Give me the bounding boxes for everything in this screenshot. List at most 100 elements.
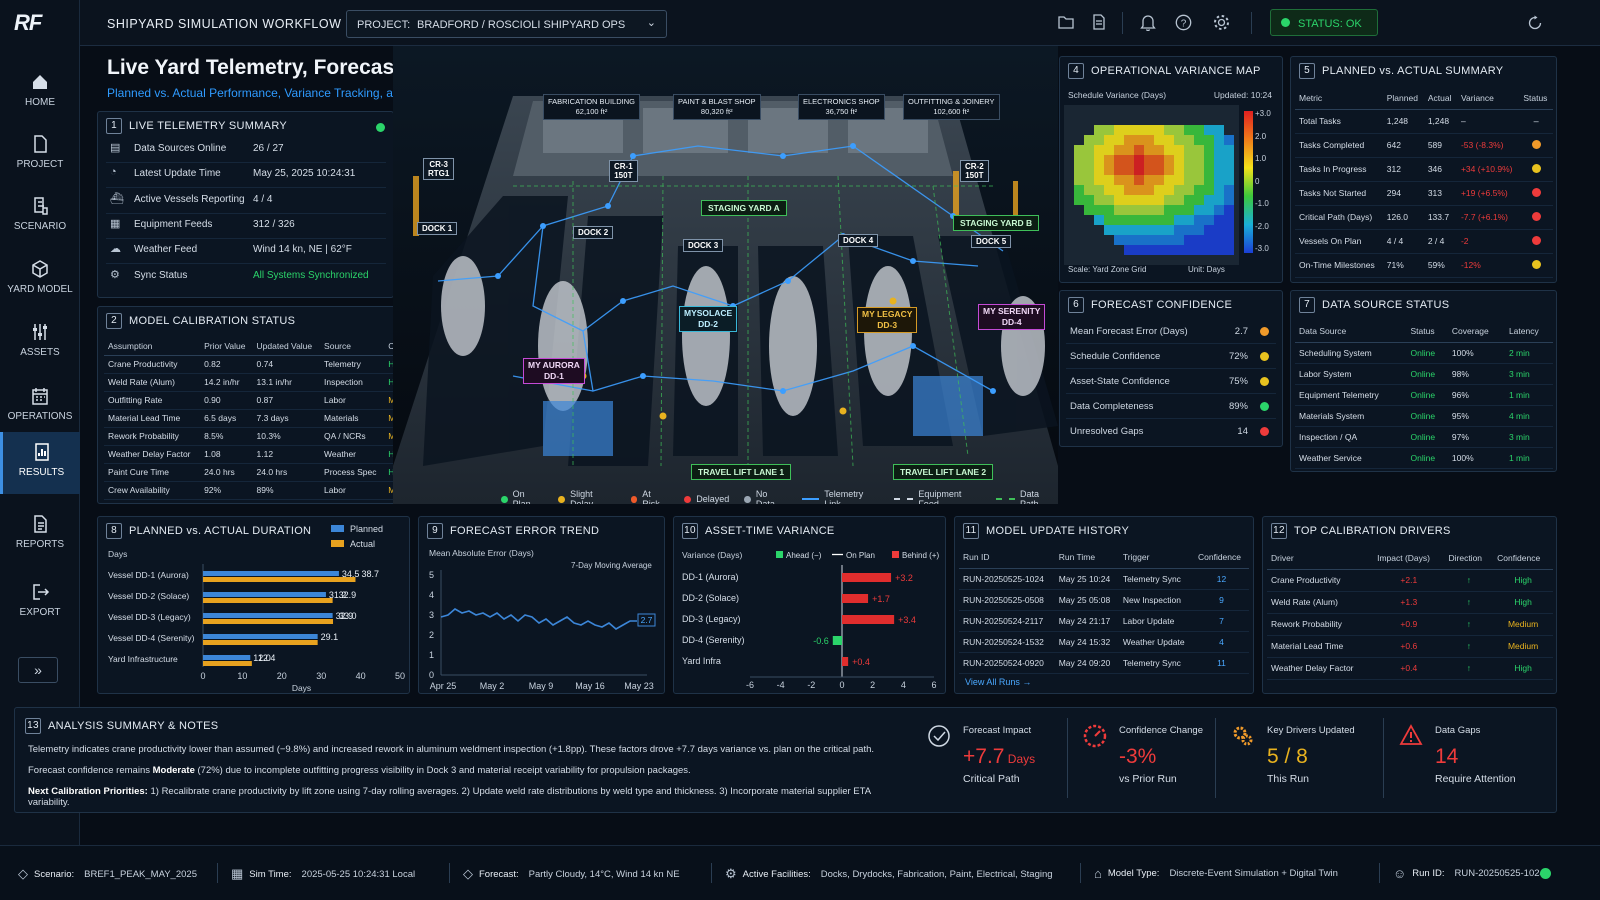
gear-icon[interactable] (1213, 14, 1230, 31)
category-label: Vessel DD-1 (Aurora) (108, 570, 189, 580)
bell-icon[interactable] (1140, 14, 1156, 31)
panel-title: ASSET-TIME VARIANCE (705, 525, 835, 537)
vessel-label[interactable]: MY LEGACY DD-3 (857, 307, 918, 333)
nav-yard-model[interactable]: YARD MODEL (0, 249, 80, 311)
kpi-value: 5 / 8 (1267, 745, 1308, 768)
data-label: +0.4 (852, 657, 870, 667)
dock-label[interactable]: DOCK 5 (971, 235, 1012, 248)
footer-value: RUN-20250525-1024 (1454, 868, 1545, 879)
refresh-icon[interactable] (1527, 15, 1543, 31)
table-cell: Total Tasks (1295, 109, 1383, 134)
telemetry-value: 4 / 4 (253, 193, 273, 205)
nav-scenario[interactable]: SCENARIO (0, 186, 80, 248)
table-cell: 133.7 (1423, 205, 1457, 230)
nav-assets[interactable]: ASSETS (0, 312, 80, 374)
kpi-value-wrap: 14 (1435, 745, 1458, 769)
sliders-icon (33, 324, 47, 340)
error-trend-chart: Mean Absolute Error (Days) 7-Day Moving A… (429, 548, 656, 691)
x-tick-label: 20 (277, 671, 287, 681)
x-tick-label: 4 (901, 680, 906, 690)
footer-item: ⚙ Active Facilities: Docks, Drydocks, Fabr… (725, 866, 1053, 882)
nav-home[interactable]: HOME (0, 62, 80, 124)
data-label: +3.4 (898, 615, 916, 625)
expand-sidebar-button[interactable]: » (18, 657, 58, 683)
forecast-status-dot (1260, 352, 1269, 361)
status-ok-dot (1281, 18, 1290, 27)
table-cell: 12 (1193, 568, 1249, 590)
table-cell: Crane Productivity (104, 355, 201, 374)
bar-actual (203, 598, 333, 603)
dock-label[interactable]: DOCK 3 (683, 239, 724, 252)
table-cell: 14.2 in/hr (200, 373, 253, 392)
kpi-unit: Days (1004, 752, 1036, 766)
dock-label[interactable]: DOCK 2 (573, 226, 614, 239)
panel-title: FORECAST CONFIDENCE (1091, 299, 1233, 311)
last-value-box (637, 613, 656, 627)
telemetry-row-icon: ▦ (110, 217, 121, 230)
status-badge: STATUS: OK (1270, 9, 1378, 36)
report-icon (34, 515, 47, 533)
nav-reports[interactable]: REPORTS (0, 504, 80, 566)
nav-operations[interactable]: OPERATIONS (0, 376, 80, 438)
yard-zone-label[interactable]: STAGING YARD B (953, 215, 1040, 231)
project-label: PROJECT: (357, 19, 411, 31)
table-cell: Weather Delay Factor (104, 445, 201, 464)
table-cell: Tasks In Progress (1295, 157, 1383, 182)
legend-swatch (501, 495, 508, 503)
nav-project[interactable]: PROJECT (0, 124, 80, 186)
panel-number: 2 (106, 313, 122, 329)
folder-icon[interactable] (1058, 15, 1074, 29)
status-cell (1519, 181, 1553, 206)
crane-label: CR-3 RTG1 (423, 158, 455, 180)
yard-zone-label[interactable]: TRAVEL LIFT LANE 1 (691, 464, 792, 480)
table-cell: 313 (1423, 181, 1457, 206)
x-tick-label: 50 (395, 671, 405, 681)
x-tick-label: 30 (316, 671, 326, 681)
table-cell: 0.87 (252, 391, 321, 410)
table-cell: -53 (-8.3%) (1456, 133, 1520, 158)
legend-item: Slight Delay (558, 489, 615, 504)
document-icon[interactable] (1092, 14, 1106, 30)
table-cell: May 24 21:17 (1054, 610, 1119, 632)
scale-tick: -1.0 (1255, 199, 1269, 208)
live-telemetry-panel: 1 LIVE TELEMETRY SUMMARY ▤ Data Sources On… (97, 111, 394, 298)
category-label: DD-1 (Aurora) (682, 572, 739, 582)
column-header: Direction (1444, 547, 1494, 570)
summary-table: Metric Planned Actual Variance Status Total T… (1295, 87, 1553, 278)
yard-zone-label[interactable]: STAGING YARD A (701, 200, 787, 216)
legend-label: Equipment Feed (918, 489, 962, 504)
dock-label[interactable]: DOCK 4 (838, 234, 879, 247)
series-label: 7-Day Moving Average (571, 561, 652, 570)
table-cell: Online (1406, 405, 1448, 427)
legend-swatch (684, 495, 692, 503)
legend-swatch (892, 551, 899, 558)
home-icon (33, 75, 47, 89)
bar-planned (203, 634, 318, 639)
cube-icon (32, 260, 48, 278)
forecast-value: 89% (1228, 401, 1248, 412)
view-all-runs-link[interactable]: View All Runs → (965, 677, 1032, 687)
help-icon[interactable]: ? (1175, 14, 1192, 31)
yard-map[interactable]: FABRICATION BUILDING 62,100 ft² PAINT & B… (393, 46, 1058, 504)
bar-planned (203, 571, 339, 576)
dock-label[interactable]: DOCK 1 (417, 222, 458, 235)
yard-zone-label[interactable]: TRAVEL LIFT LANE 2 (893, 464, 994, 480)
gauge-icon (1083, 724, 1107, 748)
project-selector[interactable]: PROJECT: BRADFORD / ROSCIOLI SHIPYARD OP… (346, 10, 667, 38)
legend-label: On Plan (846, 551, 875, 560)
forecast-status-dot (1260, 402, 1269, 411)
vessel-label[interactable]: MY AURORA DD-1 (523, 358, 585, 384)
vessel-label[interactable]: MYSOLACE DD-2 (679, 306, 738, 332)
forecast-label: Asset-State Confidence (1070, 376, 1170, 387)
nav-export[interactable]: EXPORT (0, 572, 80, 634)
vessel-label[interactable]: MY SERENITY DD-4 (978, 304, 1046, 330)
duration-chart-panel: 8 PLANNED vs. ACTUAL DURATION Planned Actu… (97, 516, 410, 694)
legend-swatch (558, 495, 566, 503)
x-tick-label: 40 (356, 671, 366, 681)
nav-results[interactable]: RESULTS (0, 432, 80, 494)
y-tick-label: 2 (429, 630, 434, 640)
table-cell: Critical Path (Days) (1295, 205, 1383, 230)
table-cell: Outfitting Rate (104, 391, 201, 410)
table-cell: Vessels On Plan (1295, 229, 1383, 254)
y-tick-label: 5 (429, 570, 434, 580)
